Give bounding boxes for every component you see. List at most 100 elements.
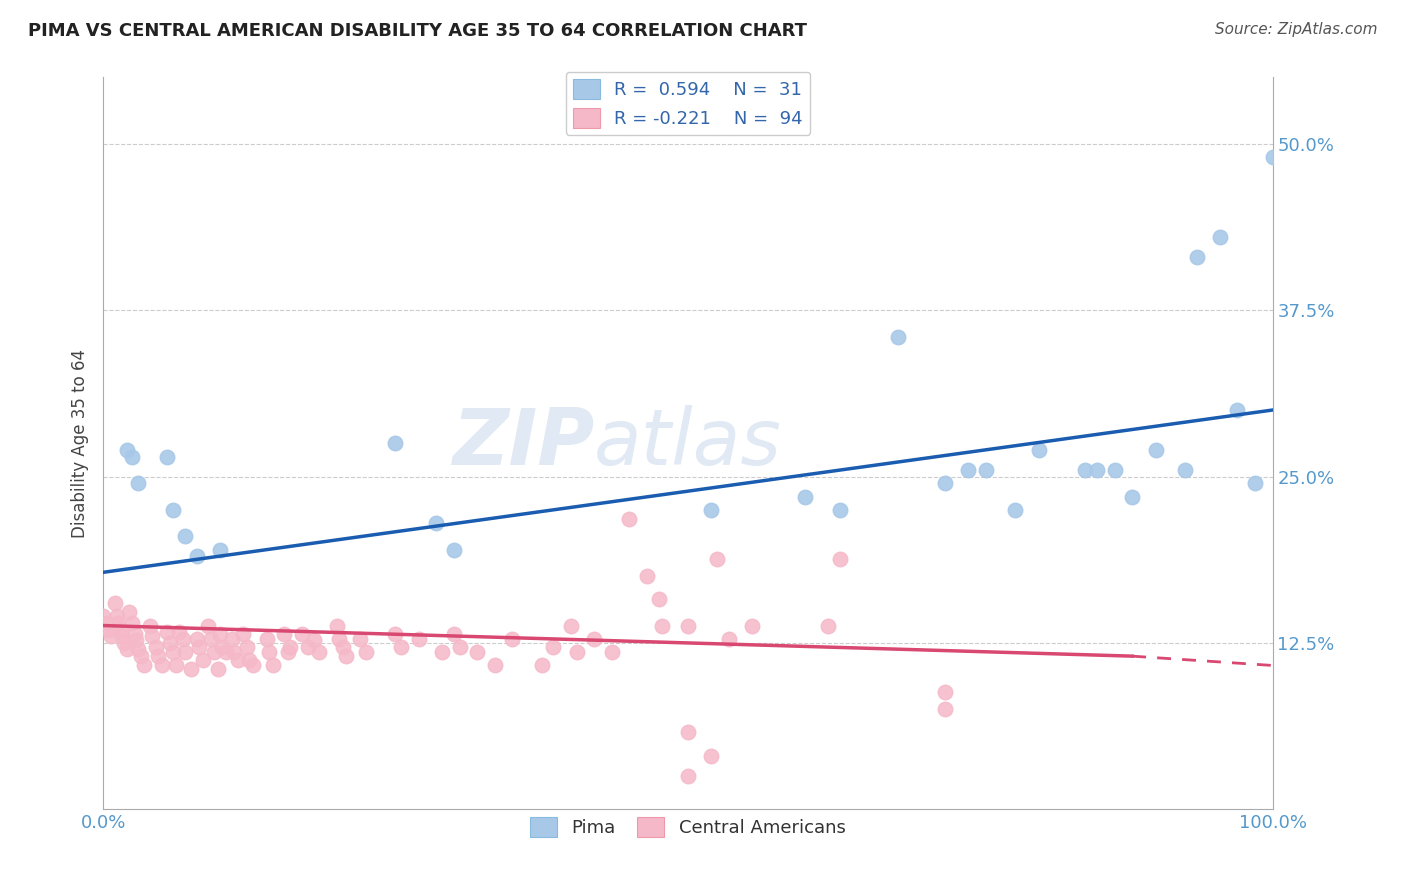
Point	[242, 658, 264, 673]
Point	[96, 615, 118, 630]
Point	[1209, 230, 1232, 244]
Point	[1244, 476, 1267, 491]
Point	[384, 626, 406, 640]
Point	[543, 640, 565, 654]
Point	[105, 609, 128, 624]
Point	[197, 618, 219, 632]
Point	[127, 642, 149, 657]
Point	[174, 529, 197, 543]
Point	[974, 463, 997, 477]
Point	[647, 591, 669, 606]
Point	[112, 636, 135, 650]
Point	[211, 640, 233, 654]
Point	[717, 632, 740, 646]
Point	[226, 653, 249, 667]
Point	[600, 645, 623, 659]
Point	[98, 623, 121, 637]
Point	[278, 640, 301, 654]
Point	[957, 463, 980, 477]
Point	[354, 645, 377, 659]
Point	[934, 685, 956, 699]
Point	[326, 618, 349, 632]
Point	[1226, 403, 1249, 417]
Point	[349, 632, 371, 646]
Point	[741, 618, 763, 632]
Point	[107, 615, 129, 630]
Point	[565, 645, 588, 659]
Point	[224, 645, 246, 659]
Point	[115, 642, 138, 657]
Point	[156, 625, 179, 640]
Point	[159, 636, 181, 650]
Point	[257, 645, 280, 659]
Point	[828, 552, 851, 566]
Point	[484, 658, 506, 673]
Point	[145, 640, 167, 654]
Point	[256, 632, 278, 646]
Point	[238, 653, 260, 667]
Text: Source: ZipAtlas.com: Source: ZipAtlas.com	[1215, 22, 1378, 37]
Point	[132, 658, 155, 673]
Point	[793, 490, 815, 504]
Point	[676, 769, 699, 783]
Point	[139, 618, 162, 632]
Point	[209, 626, 232, 640]
Point	[273, 626, 295, 640]
Point	[335, 649, 357, 664]
Point	[706, 552, 728, 566]
Point	[167, 625, 190, 640]
Point	[389, 640, 412, 654]
Point	[156, 450, 179, 464]
Point	[262, 658, 284, 673]
Point	[828, 503, 851, 517]
Point	[188, 640, 211, 654]
Point	[150, 658, 173, 673]
Point	[887, 330, 910, 344]
Point	[121, 615, 143, 630]
Point	[1104, 463, 1126, 477]
Point	[530, 658, 553, 673]
Point	[236, 640, 259, 654]
Point	[174, 645, 197, 659]
Text: PIMA VS CENTRAL AMERICAN DISABILITY AGE 35 TO 64 CORRELATION CHART: PIMA VS CENTRAL AMERICAN DISABILITY AGE …	[28, 22, 807, 40]
Point	[125, 633, 148, 648]
Point	[186, 632, 208, 646]
Point	[1261, 150, 1284, 164]
Point	[501, 632, 523, 646]
Point	[180, 663, 202, 677]
Point	[111, 629, 134, 643]
Point	[443, 542, 465, 557]
Point	[121, 450, 143, 464]
Point	[465, 645, 488, 659]
Point	[700, 748, 723, 763]
Point	[302, 633, 325, 648]
Y-axis label: Disability Age 35 to 64: Disability Age 35 to 64	[72, 349, 89, 538]
Point	[207, 663, 229, 677]
Point	[232, 626, 254, 640]
Point	[1144, 442, 1167, 457]
Point	[215, 645, 238, 659]
Point	[408, 632, 430, 646]
Point	[1028, 442, 1050, 457]
Text: ZIP: ZIP	[451, 405, 595, 482]
Point	[277, 645, 299, 659]
Point	[127, 476, 149, 491]
Point	[676, 618, 699, 632]
Point	[110, 623, 132, 637]
Point	[146, 649, 169, 664]
Point	[202, 645, 225, 659]
Point	[432, 645, 454, 659]
Point	[129, 649, 152, 664]
Point	[934, 702, 956, 716]
Point	[118, 605, 141, 619]
Point	[676, 725, 699, 739]
Point	[636, 569, 658, 583]
Point	[1174, 463, 1197, 477]
Point	[141, 629, 163, 643]
Point	[328, 632, 350, 646]
Point	[1004, 503, 1026, 517]
Point	[186, 549, 208, 564]
Point	[191, 653, 214, 667]
Legend: Pima, Central Americans: Pima, Central Americans	[523, 810, 853, 844]
Point	[332, 640, 354, 654]
